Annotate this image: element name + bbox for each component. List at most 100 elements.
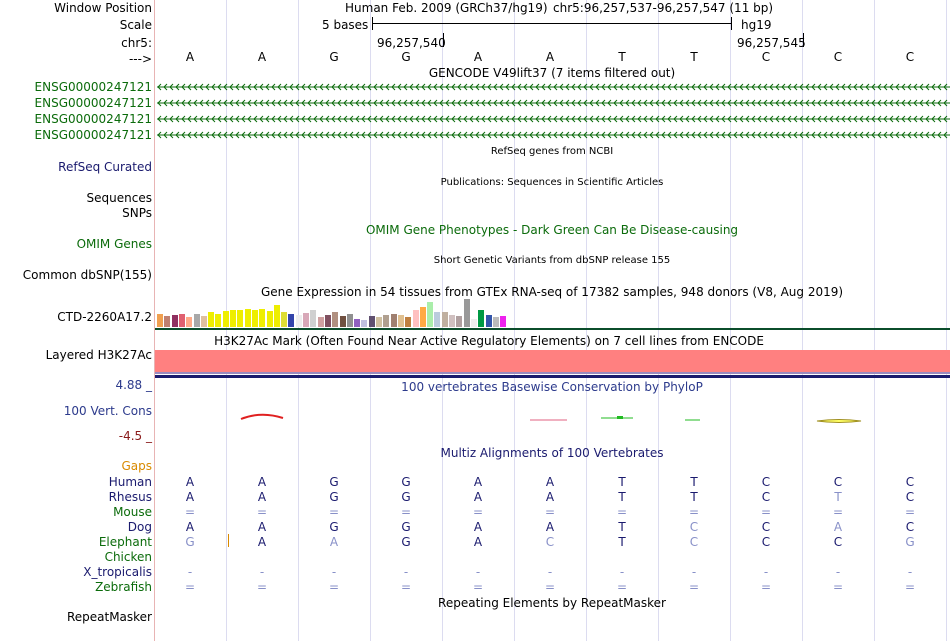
gtex-tissue-bar[interactable]	[361, 320, 368, 327]
gtex-tissue-bar[interactable]	[390, 314, 397, 327]
alignment-base: =	[472, 580, 484, 594]
alignment-base: G	[401, 475, 411, 489]
alignment-base: A	[473, 535, 483, 549]
omim-label[interactable]: OMIM Genes	[76, 237, 152, 251]
gtex-tissue-bar[interactable]	[266, 311, 273, 327]
gtex-tissue-bar[interactable]	[500, 316, 507, 327]
gtex-tissue-bar[interactable]	[288, 314, 295, 327]
gtex-tissue-bar[interactable]	[376, 317, 382, 327]
gencode-transcript[interactable]	[157, 115, 950, 123]
gtex-tissue-bar[interactable]	[273, 305, 280, 327]
alignment-base: -	[547, 565, 553, 579]
gtex-tissue-bar[interactable]	[339, 316, 346, 327]
gtex-tissue-bar[interactable]	[419, 307, 426, 327]
gtex-tissue-bar[interactable]	[281, 312, 288, 327]
alignment-base: G	[329, 490, 339, 504]
species-label[interactable]: Dog	[127, 520, 152, 534]
gtex-tissue-bar[interactable]	[434, 312, 441, 327]
strand-arrows	[157, 131, 950, 139]
gtex-tissue-bar[interactable]	[244, 309, 251, 327]
species-label[interactable]: Human	[108, 475, 152, 489]
h3k27ac-signal[interactable]	[155, 350, 950, 372]
gtex-tissue-bar[interactable]	[449, 315, 455, 327]
gtex-tissue-bar[interactable]	[186, 317, 193, 327]
dbsnp-title: Short Genetic Variants from dbSNP releas…	[433, 255, 671, 266]
sequences-label[interactable]: Sequences	[86, 191, 152, 205]
gtex-tissue-bar[interactable]	[237, 310, 244, 327]
gtex-tissue-bar[interactable]	[164, 316, 171, 327]
gtex-tissue-bar[interactable]	[332, 312, 339, 327]
alignment-base: =	[832, 505, 844, 519]
species-label[interactable]: Mouse	[113, 505, 152, 519]
gtex-tissue-bar[interactable]	[251, 310, 258, 327]
gtex-tissue-bar[interactable]	[463, 299, 470, 327]
gtex-tissue-bar[interactable]	[222, 311, 229, 327]
track-area[interactable]: Human Feb. 2009 (GRCh37/hg19) chr5:96,25…	[155, 0, 950, 641]
gtex-tissue-bar[interactable]	[470, 319, 477, 327]
gtex-tissue-bar[interactable]	[230, 310, 236, 327]
gencode-transcript[interactable]	[157, 99, 950, 107]
alignment-base: -	[403, 565, 409, 579]
gtex-gene-label[interactable]: CTD-2260A17.2	[57, 310, 152, 324]
snps-label[interactable]: SNPs	[122, 206, 152, 220]
coord-tick	[803, 33, 804, 47]
refseq-title: RefSeq genes from NCBI	[490, 146, 614, 157]
gtex-tissue-bar[interactable]	[303, 313, 309, 327]
gtex-tissue-bar[interactable]	[193, 314, 200, 327]
gtex-tissue-bar[interactable]	[259, 309, 266, 327]
gencode-transcript[interactable]	[157, 131, 950, 139]
gencode-item-label[interactable]: ENSG00000247121	[34, 112, 152, 126]
scale-label: Scale	[119, 18, 152, 32]
gtex-tissue-bar[interactable]	[427, 302, 434, 327]
alignment-base: -	[619, 565, 625, 579]
alignment-base: C	[761, 535, 771, 549]
species-label[interactable]: X_tropicalis	[83, 565, 152, 579]
gtex-tissue-bar[interactable]	[397, 315, 404, 327]
repeatmasker-label[interactable]: RepeatMasker	[66, 610, 152, 624]
alignment-base: A	[329, 535, 339, 549]
dbsnp-label[interactable]: Common dbSNP(155)	[22, 268, 152, 282]
gencode-transcript[interactable]	[157, 83, 950, 91]
species-label[interactable]: Zebrafish	[95, 580, 152, 594]
gencode-item-label[interactable]: ENSG00000247121	[34, 128, 152, 142]
alignment-base: A	[257, 535, 267, 549]
gtex-tissue-bar[interactable]	[171, 315, 178, 327]
species-label[interactable]: Elephant	[98, 535, 152, 549]
gtex-tissue-bar[interactable]	[310, 310, 317, 327]
gtex-tissue-bar[interactable]	[178, 314, 185, 327]
gtex-tissue-bar[interactable]	[200, 316, 207, 327]
gtex-tissue-bar[interactable]	[456, 316, 463, 327]
refseq-label[interactable]: RefSeq Curated	[58, 160, 152, 174]
gtex-tissue-bar[interactable]	[405, 317, 412, 327]
species-label[interactable]: Chicken	[104, 550, 152, 564]
gtex-tissue-bar[interactable]	[317, 317, 324, 327]
alignment-base: =	[760, 505, 772, 519]
cons-track-label[interactable]: 100 Vert. Cons	[63, 404, 152, 418]
gtex-tissue-bar[interactable]	[478, 310, 485, 327]
gtex-tissue-bar[interactable]	[492, 317, 499, 327]
alignment-base: A	[833, 520, 843, 534]
base-gridline	[586, 0, 587, 641]
gtex-tissue-bar[interactable]	[368, 316, 375, 327]
gtex-tissue-bar[interactable]	[208, 312, 215, 327]
gtex-tissue-bar[interactable]	[485, 315, 492, 327]
gtex-tissue-bar[interactable]	[324, 315, 331, 327]
h3k27ac-label[interactable]: Layered H3K27Ac	[45, 348, 152, 362]
gtex-tissue-bar[interactable]	[441, 312, 448, 327]
gtex-tissue-bar[interactable]	[215, 314, 222, 327]
species-label[interactable]: Rhesus	[108, 490, 152, 504]
gtex-tissue-bar[interactable]	[354, 319, 361, 327]
alignment-base: C	[905, 520, 915, 534]
gtex-bar-graph[interactable]	[157, 299, 557, 327]
base-gridline	[730, 0, 731, 641]
gtex-tissue-bar[interactable]	[295, 315, 302, 327]
gtex-tissue-bar[interactable]	[412, 310, 419, 327]
conservation-plot[interactable]	[155, 405, 950, 430]
gtex-tissue-bar[interactable]	[157, 314, 163, 327]
gtex-tissue-bar[interactable]	[346, 314, 353, 327]
gencode-item-label[interactable]: ENSG00000247121	[34, 96, 152, 110]
gencode-item-label[interactable]: ENSG00000247121	[34, 80, 152, 94]
track-labels: Window Position Scale chr5: ---> ENSG000…	[0, 0, 154, 641]
alignment-base: =	[904, 580, 916, 594]
gtex-tissue-bar[interactable]	[383, 315, 390, 327]
